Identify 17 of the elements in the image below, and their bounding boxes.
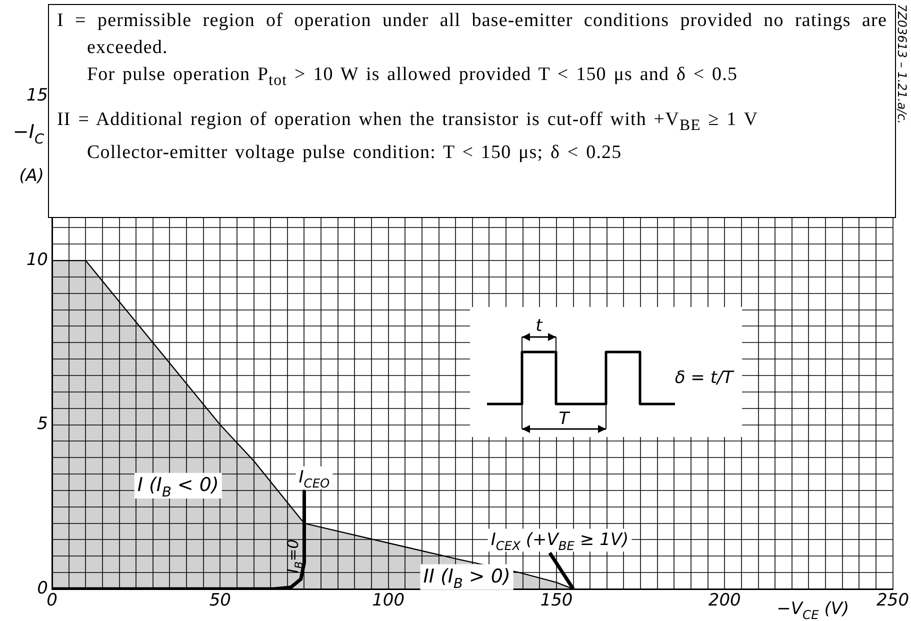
annotation: For pulse operation P$_{tot}$ > 10 W is allowed provided T < 150 μs and δ < 0.5 — [86, 63, 739, 91]
x-tick-label: 100 — [372, 590, 405, 611]
y-tick-label: 15 — [26, 86, 48, 106]
annotation: Collector-emitter voltage pulse condition: T < 150 μs; δ < 0.25 — [86, 140, 623, 165]
annotation: II = Additional region of operation when the transistor is cut-off with +V$_{BE}$ ≥ 1 V — [57, 108, 760, 136]
y-tick-label: 0 — [37, 578, 48, 598]
x-tick-label: 250 — [876, 590, 910, 611]
text: 7Z03613 – 1.21.a/c. — [895, 4, 909, 124]
x-tick-label: 200 — [708, 590, 741, 611]
y-tick-label: 5 — [37, 414, 48, 434]
annotation: I = permissible region of operation under all base-emitter conditions provided no ratings are exceeded. — [57, 9, 887, 60]
annotation: δ = t/T — [674, 368, 735, 388]
x-tick-label: 50 — [209, 590, 231, 611]
x-tick-label: 150 — [540, 590, 573, 611]
y-tick-label: 10 — [26, 250, 48, 270]
annotation: t — [536, 316, 544, 336]
annotation: T — [558, 409, 571, 429]
